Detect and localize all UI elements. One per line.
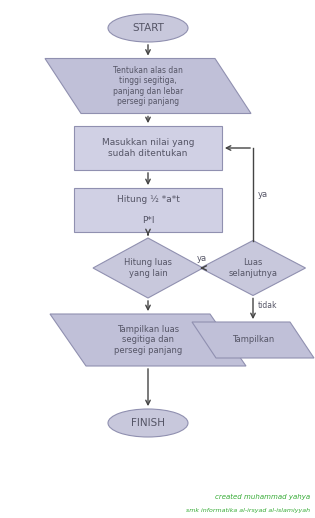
Text: ya: ya bbox=[197, 254, 207, 263]
Text: created muhammad yahya: created muhammad yahya bbox=[215, 494, 310, 500]
Ellipse shape bbox=[108, 14, 188, 42]
Text: tidak: tidak bbox=[258, 301, 278, 310]
Text: Tampilkan: Tampilkan bbox=[232, 336, 274, 344]
Polygon shape bbox=[93, 238, 203, 298]
Text: Tentukan alas dan
tinggi segitiga,
panjang dan lebar
persegi panjang: Tentukan alas dan tinggi segitiga, panja… bbox=[113, 66, 183, 106]
Text: Hitung luas
yang lain: Hitung luas yang lain bbox=[124, 258, 172, 278]
Polygon shape bbox=[50, 314, 246, 366]
Ellipse shape bbox=[108, 409, 188, 437]
Text: ya: ya bbox=[258, 190, 268, 199]
Bar bbox=[74, 188, 222, 232]
Polygon shape bbox=[192, 322, 314, 358]
Polygon shape bbox=[201, 240, 306, 295]
Text: Tampilkan luas
segitiga dan
persegi panjang: Tampilkan luas segitiga dan persegi panj… bbox=[114, 325, 182, 355]
Text: Masukkan nilai yang
sudah ditentukan: Masukkan nilai yang sudah ditentukan bbox=[102, 138, 194, 157]
Text: START: START bbox=[132, 23, 164, 33]
Text: smk informatika al-irsyad al-islamiyyah: smk informatika al-irsyad al-islamiyyah bbox=[186, 508, 310, 513]
Text: FINISH: FINISH bbox=[131, 418, 165, 428]
Text: Hitung ½ *a*t

P*l: Hitung ½ *a*t P*l bbox=[117, 195, 180, 225]
Polygon shape bbox=[45, 59, 251, 113]
Text: Luas
selanjutnya: Luas selanjutnya bbox=[228, 258, 278, 278]
Bar bbox=[74, 126, 222, 170]
